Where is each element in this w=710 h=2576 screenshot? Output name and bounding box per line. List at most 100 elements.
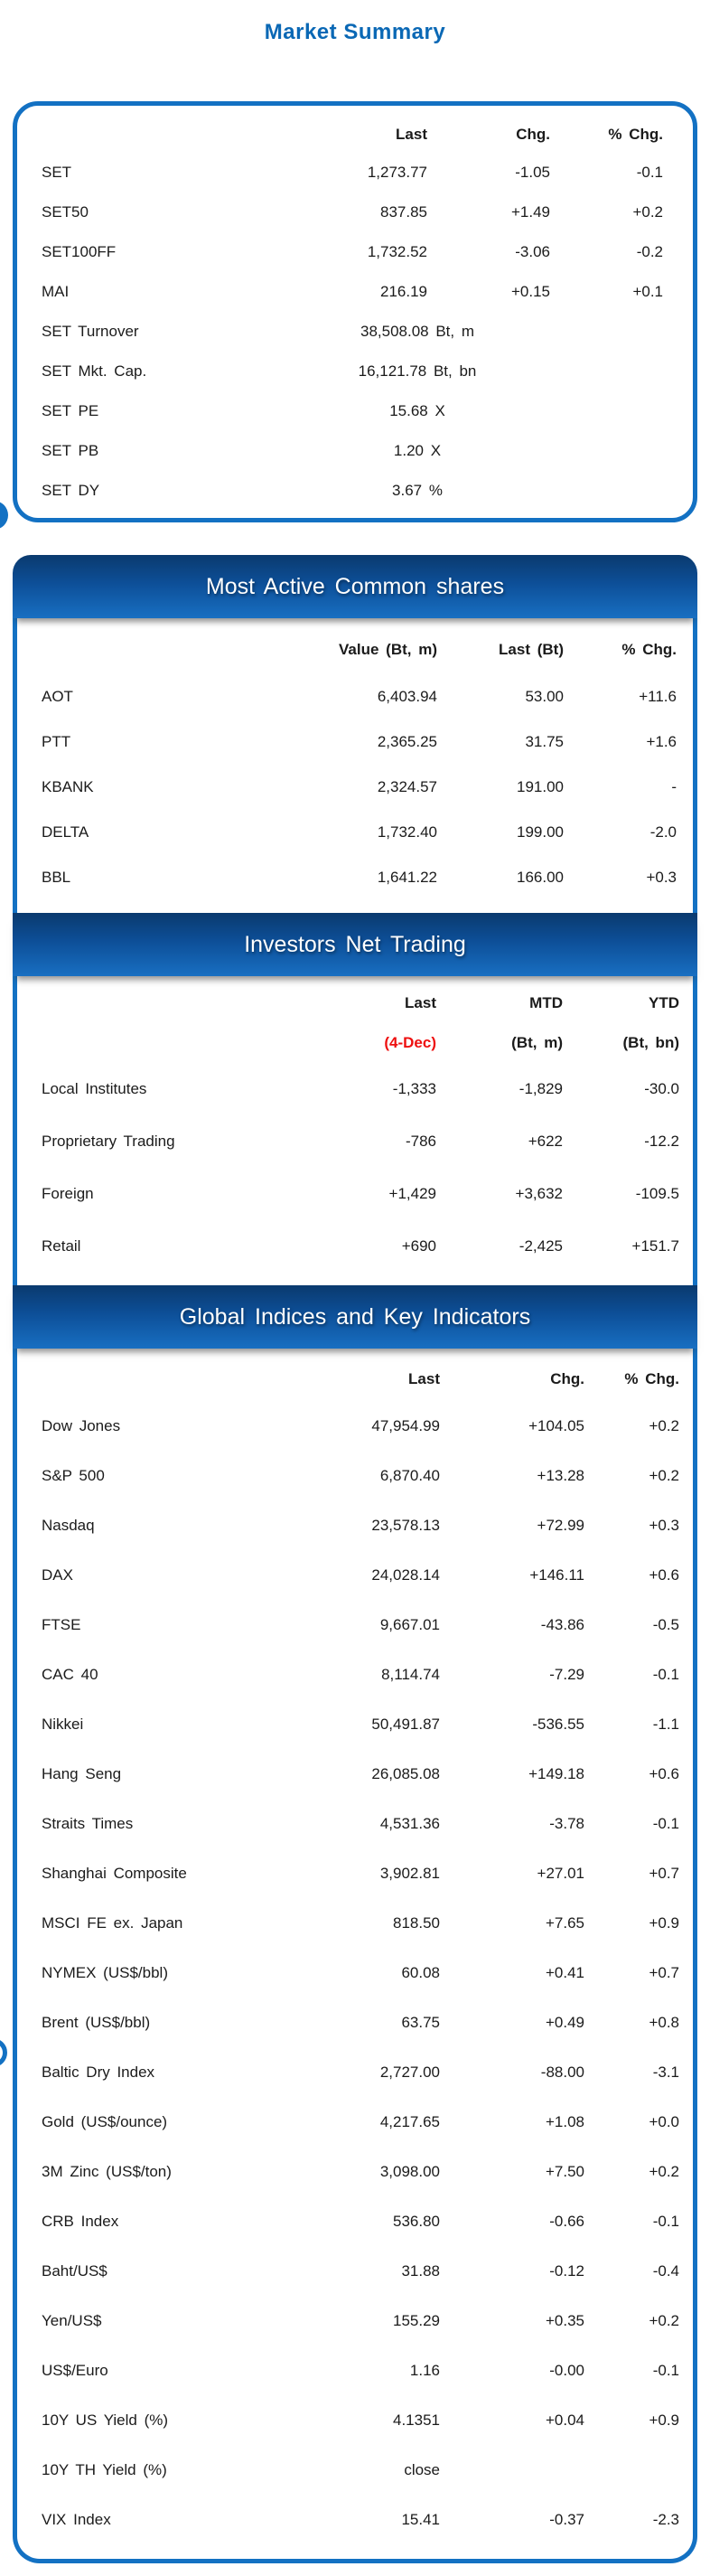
- header-pchg: % Chg.: [621, 641, 677, 658]
- table-row: SET PE 15.68 X: [17, 391, 693, 431]
- header-chg: Chg.: [550, 1370, 584, 1387]
- table-row: Hang Seng 26,085.08 +149.18 +0.6: [17, 1749, 693, 1799]
- value-chg: -88.00: [540, 2063, 584, 2081]
- row-label: DELTA: [42, 823, 89, 841]
- value-chg: -0.37: [549, 2510, 584, 2528]
- row-label: Nikkei: [42, 1715, 84, 1733]
- header-pchg: % Chg.: [624, 1370, 679, 1387]
- value-last: 3,902.81: [379, 1864, 440, 1882]
- table-row: US$/Euro 1.16 -0.00 -0.1: [17, 2346, 693, 2395]
- value-last: 50,491.87: [371, 1715, 440, 1733]
- value-chg: +27.01: [537, 1864, 584, 1882]
- value-chg: -1.05: [515, 164, 550, 181]
- value-ytd: -30.0: [644, 1080, 679, 1097]
- value-pchg: +0.2: [649, 1466, 679, 1484]
- row-label: SET DY: [42, 482, 100, 499]
- value-value: 1,732.40: [377, 823, 437, 841]
- subheader-btm: (Bt, m): [511, 1034, 563, 1051]
- row-label: Nasdaq: [42, 1516, 95, 1534]
- value-mtd: +622: [528, 1133, 563, 1150]
- row-label: SET PB: [42, 442, 99, 459]
- header-mtd: MTD: [529, 994, 563, 1011]
- value-pchg: +0.7: [649, 1963, 679, 1981]
- value-chg: -0.12: [549, 2261, 584, 2280]
- page-title: Market Summary: [264, 20, 446, 44]
- value-pchg: +0.6: [649, 1764, 679, 1782]
- value-pchg: +0.0: [649, 2112, 679, 2130]
- value-pchg: +11.6: [639, 688, 677, 705]
- row-label: CRB Index: [42, 2212, 119, 2230]
- table-row: SET100FF 1,732.52 -3.06 -0.2: [17, 232, 693, 272]
- row-label: Proprietary Trading: [42, 1133, 175, 1150]
- value-last: 8,114.74: [381, 1665, 440, 1683]
- value-chg: +1.49: [510, 203, 550, 221]
- value-pchg: -0.1: [636, 164, 663, 181]
- table-row: SET Turnover 38,508.08 Bt, m: [17, 312, 693, 352]
- table-row: BBL 1,641.22 166.00 +0.3: [17, 855, 693, 900]
- row-label: 10Y US Yield (%): [42, 2411, 169, 2429]
- value-pchg: +1.6: [646, 733, 677, 750]
- investors-section: Last MTD YTD (4-Dec) (Bt, m) (Bt, bn) Lo…: [13, 976, 697, 1285]
- table-row: NYMEX (US$/bbl) 60.08 +0.41 +0.7: [17, 1948, 693, 1998]
- table-row: Nasdaq 23,578.13 +72.99 +0.3: [17, 1500, 693, 1550]
- value-last: 47,954.99: [371, 1416, 440, 1434]
- header-pchg: % Chg.: [608, 126, 663, 143]
- value-last: 26,085.08: [371, 1764, 440, 1782]
- value-pchg: +0.9: [649, 2411, 679, 2429]
- value-chg: +0.04: [545, 2411, 584, 2429]
- value-chg: -43.86: [540, 1615, 584, 1633]
- value-last: 15.68 X: [389, 402, 445, 419]
- table-row: Gold (US$/ounce) 4,217.65 +1.08 +0.0: [17, 2097, 693, 2147]
- value-chg: -536.55: [532, 1715, 584, 1733]
- banner-global-indices: Global Indices and Key Indicators: [13, 1285, 697, 1349]
- row-label: SET PE: [42, 402, 99, 419]
- value-last: 536.80: [393, 2212, 440, 2230]
- value-last: 1,273.77: [367, 164, 427, 181]
- investors-table: Last MTD YTD (4-Dec) (Bt, m) (Bt, bn) Lo…: [17, 983, 693, 1273]
- value-last: -786: [405, 1133, 436, 1150]
- table-row: DELTA 1,732.40 199.00 -2.0: [17, 810, 693, 855]
- subheader-btbn: (Bt, bn): [622, 1034, 679, 1051]
- value-chg: +13.28: [537, 1466, 584, 1484]
- value-last: 63.75: [401, 2013, 440, 2031]
- value-last: 837.85: [380, 203, 427, 221]
- row-label: Hang Seng: [42, 1764, 122, 1782]
- row-label: Foreign: [42, 1185, 94, 1202]
- global-indices-table: Last Chg. % Chg. Dow Jones 47,954.99 +10…: [17, 1358, 693, 2544]
- table-row: Retail +690 -2,425 +151.7: [17, 1220, 693, 1273]
- table-row: Local Institutes -1,333 -1,829 -30.0: [17, 1063, 693, 1115]
- value-chg: -7.29: [549, 1665, 584, 1683]
- row-label: Baltic Dry Index: [42, 2063, 155, 2081]
- header-last: Last: [396, 126, 427, 143]
- global-indices-rows: Dow Jones 47,954.99 +104.05 +0.2 S&P 500…: [17, 1401, 693, 2544]
- value-pchg: +0.2: [649, 2162, 679, 2180]
- row-label: SET100FF: [42, 243, 117, 260]
- table-row: DAX 24,028.14 +146.11 +0.6: [17, 1550, 693, 1600]
- table-header-row: Last MTD YTD: [17, 983, 693, 1023]
- table-row: SET DY 3.67 %: [17, 471, 693, 511]
- table-row: Proprietary Trading -786 +622 -12.2: [17, 1115, 693, 1168]
- value-pchg: -0.2: [636, 243, 663, 260]
- row-label: Dow Jones: [42, 1416, 121, 1434]
- value-last: 9,667.01: [379, 1615, 440, 1633]
- table-row: Baht/US$ 31.88 -0.12 -0.4: [17, 2246, 693, 2296]
- value-chg: +7.50: [545, 2162, 584, 2180]
- table-subheader-row: (4-Dec) (Bt, m) (Bt, bn): [17, 1023, 693, 1063]
- table-row: SET50 837.85 +1.49 +0.2: [17, 193, 693, 232]
- row-label: SET Turnover: [42, 323, 139, 340]
- value-last: close: [404, 2460, 440, 2478]
- value-pchg: +0.2: [632, 203, 663, 221]
- value-pchg: +0.2: [649, 1416, 679, 1434]
- row-label: US$/Euro: [42, 2361, 108, 2379]
- table-row: SET Mkt. Cap. 16,121.78 Bt, bn: [17, 352, 693, 391]
- row-label: NYMEX (US$/bbl): [42, 1963, 168, 1981]
- value-last: 15.41: [401, 2510, 440, 2528]
- table-row: KBANK 2,324.57 191.00 -: [17, 765, 693, 810]
- left-edge-dot-icon: [0, 501, 8, 530]
- header-chg: Chg.: [516, 126, 550, 143]
- table-row: Shanghai Composite 3,902.81 +27.01 +0.7: [17, 1848, 693, 1898]
- table-row: SET 1,273.77 -1.05 -0.1: [17, 153, 693, 193]
- value-mtd: -2,425: [518, 1237, 563, 1255]
- report-body: Most Active Common shares Value (Bt, m) …: [13, 555, 697, 2563]
- table-header-row: Value (Bt, m) Last (Bt) % Chg.: [17, 625, 693, 674]
